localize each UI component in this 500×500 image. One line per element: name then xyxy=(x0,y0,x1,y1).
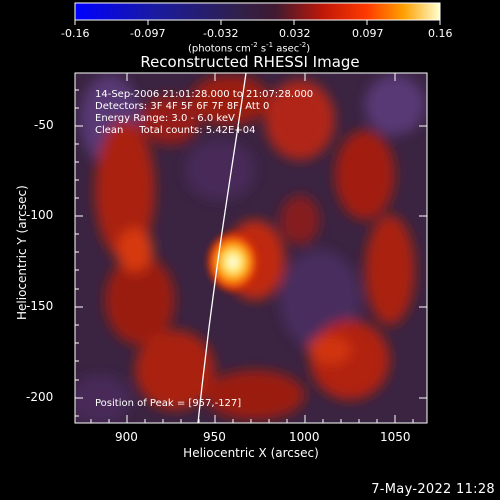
y-tick-label: -200 xyxy=(26,390,54,404)
colorbar-tick-label: -0.16 xyxy=(61,27,90,40)
x-axis-title: Heliocentric X (arcsec) xyxy=(183,446,319,460)
axis-ticks xyxy=(75,73,427,423)
detectors-label: Detectors: 3F 4F 5F 6F 7F 8F, Att 0 xyxy=(95,101,270,112)
colorbar-tick-label: 0.16 xyxy=(428,27,453,40)
y-tick-label: -50 xyxy=(34,118,54,132)
solar-limb-line xyxy=(197,73,247,423)
timestamp-footer: 7-May-2022 11:28 xyxy=(371,482,495,497)
rhessi-image xyxy=(75,73,427,423)
peak-position-label: Position of Peak = [957,-127] xyxy=(95,398,242,409)
colorbar-tick-label: 0.032 xyxy=(279,27,311,40)
y-tick-label: -100 xyxy=(26,208,54,222)
x-tick-label: 950 xyxy=(203,430,226,444)
clean-counts-label: Clean Total counts: 5.42E+04 xyxy=(95,125,256,136)
x-tick-label: 1000 xyxy=(289,430,320,444)
colorbar xyxy=(74,2,441,25)
x-tick-label: 900 xyxy=(115,430,138,444)
colorbar-units: (photons cm-2 s-1 asec-2) xyxy=(188,41,311,55)
y-tick-label: -150 xyxy=(26,299,54,313)
energy-range-label: Energy Range: 3.0 - 6.0 keV xyxy=(95,113,235,124)
colorbar-tick-label: -0.097 xyxy=(130,27,166,40)
y-axis-title: Heliocentric Y (arcsec) xyxy=(15,185,29,320)
x-tick-label: 1050 xyxy=(380,430,411,444)
colorbar-tick-label: 0.097 xyxy=(352,27,384,40)
plot-title: Reconstructed RHESSI Image xyxy=(140,53,360,71)
colorbar-tick-label: -0.032 xyxy=(203,27,239,40)
time-range-label: 14-Sep-2006 21:01:28.000 to 21:07:28.000 xyxy=(95,89,314,100)
